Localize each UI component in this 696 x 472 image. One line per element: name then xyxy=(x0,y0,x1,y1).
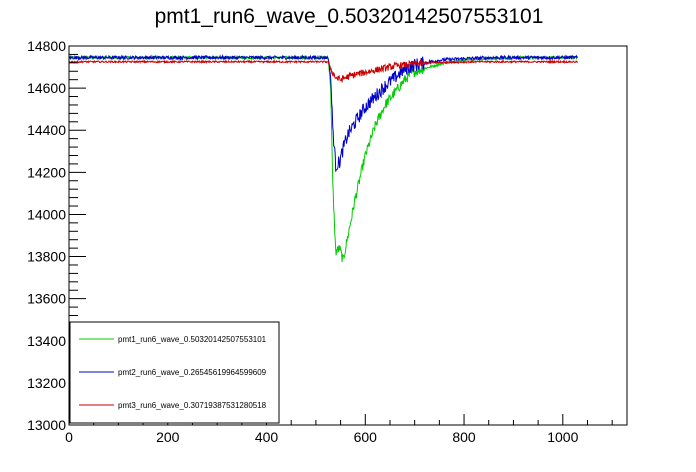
legend-label-3: pmt3_run6_wave_0.30719387531280518 xyxy=(118,401,267,410)
series-line-3 xyxy=(68,58,579,83)
y-tick-label: 13200 xyxy=(27,375,66,391)
x-tick-label: 800 xyxy=(452,429,476,445)
legend: pmt1_run6_wave_0.50320142507553101 pmt2_r… xyxy=(69,321,280,424)
legend-label-1: pmt1_run6_wave_0.50320142507553101 xyxy=(118,335,267,344)
y-tick-label: 13800 xyxy=(27,249,66,265)
x-tick-label: 0 xyxy=(65,429,73,445)
legend-label-2: pmt2_run6_wave_0.26545619964599609 xyxy=(118,368,267,377)
x-tick-label: 1000 xyxy=(547,429,578,445)
axes-layer: 0 200 400 600 800 1000 13000 13200 13400 13600 138… xyxy=(27,38,628,445)
series-line-2 xyxy=(68,53,578,172)
y-tick-label: 14000 xyxy=(27,206,66,222)
plot-frame xyxy=(68,45,628,426)
x-tick-label: 600 xyxy=(354,429,378,445)
y-tick-label: 13600 xyxy=(27,291,66,307)
y-tick-label: 14400 xyxy=(27,122,66,138)
y-tick-label: 14800 xyxy=(27,38,66,54)
y-tick-label: 14200 xyxy=(27,164,66,180)
x-tick-label: 200 xyxy=(156,429,180,445)
series-line-1 xyxy=(68,54,579,263)
y-tick-label: 13400 xyxy=(27,333,66,349)
chart-title: pmt1_run6_wave_0.50320142507553101 xyxy=(155,5,544,28)
x-tick-label: 400 xyxy=(255,429,279,445)
y-tick-label: 13000 xyxy=(27,417,66,433)
y-tick-label: 14600 xyxy=(27,80,66,96)
series-layer xyxy=(68,53,579,263)
